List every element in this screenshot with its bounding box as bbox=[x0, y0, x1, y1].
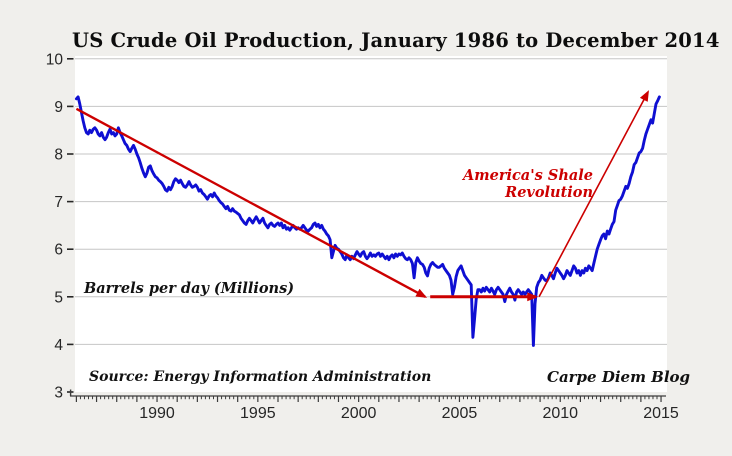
shale-annotation-line1: America's Shale bbox=[463, 167, 593, 184]
y-tick-label: 4 bbox=[54, 337, 63, 354]
x-tick-label: 2000 bbox=[341, 405, 377, 422]
y-units-annotation: Barrels per day (Millions) bbox=[84, 280, 295, 297]
y-tick-label: 10 bbox=[46, 51, 64, 68]
chart-title: US Crude Oil Production, January 1986 to… bbox=[72, 29, 720, 52]
production-line bbox=[74, 95, 661, 347]
y-tick-label: 7 bbox=[54, 194, 63, 211]
blog-credit-annotation: Carpe Diem Blog bbox=[547, 368, 691, 386]
x-tick-label: 2005 bbox=[442, 405, 478, 422]
y-tick-label: 6 bbox=[54, 242, 63, 259]
x-tick-label: 2015 bbox=[643, 405, 679, 422]
shale-revolution-annotation: America's Shale Revolution bbox=[463, 167, 593, 201]
trend-arrow-shale-rise-trend bbox=[538, 90, 649, 298]
source-annotation: Source: Energy Information Administratio… bbox=[89, 369, 432, 385]
x-tick-label: 1995 bbox=[240, 405, 276, 422]
plot-area bbox=[75, 56, 667, 392]
y-tick-label: 3 bbox=[54, 385, 63, 402]
y-tick-label: 8 bbox=[54, 147, 63, 164]
x-tick-label: 2010 bbox=[542, 405, 578, 422]
y-tick-label: 9 bbox=[54, 99, 63, 116]
shale-annotation-line2: Revolution bbox=[505, 184, 593, 201]
trend-arrow-decline-trend bbox=[75, 107, 428, 298]
y-tick-label: 5 bbox=[54, 289, 63, 306]
x-tick-label: 1990 bbox=[139, 405, 175, 422]
